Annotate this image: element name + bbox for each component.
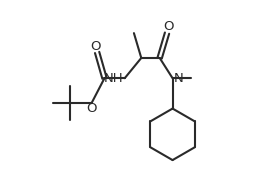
Text: O: O [90,40,101,52]
Text: O: O [164,20,174,33]
Text: N: N [173,72,183,85]
Text: NH: NH [104,72,124,85]
Text: O: O [87,102,97,115]
